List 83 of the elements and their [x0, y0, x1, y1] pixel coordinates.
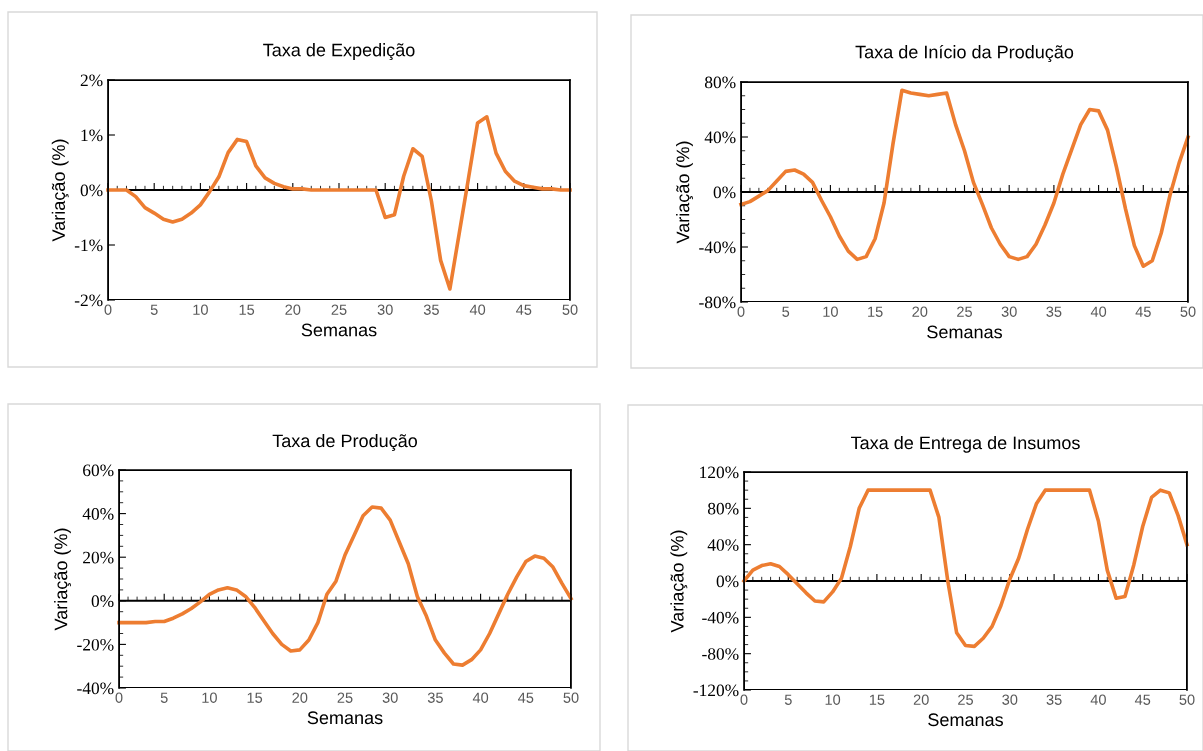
y-tick-label: -80%	[702, 648, 739, 660]
y-tick-label: 40%	[704, 131, 736, 144]
x-tick-label: 45	[1135, 306, 1151, 317]
y-axis-title: Variação (%)	[676, 141, 693, 244]
y-tick-label: 0%	[716, 575, 739, 588]
x-tick-label: 0	[115, 692, 123, 703]
x-tick-label: 25	[957, 306, 972, 317]
line-series	[739, 88, 1190, 269]
x-tick-label: 35	[1046, 694, 1062, 705]
x-tick-label: 40	[1090, 694, 1106, 705]
x-tick-label: 30	[377, 304, 393, 315]
y-axis-title: Variação (%)	[54, 528, 71, 631]
y-axis-title: Variação (%)	[51, 139, 69, 242]
chart-title: Taxa de Entrega de Insumos	[851, 436, 1080, 453]
line-series	[117, 505, 573, 667]
x-tick-label: 45	[516, 304, 532, 315]
y-tick-label: 60%	[83, 464, 114, 477]
y-tick-label: 80%	[707, 502, 739, 515]
x-tick-label: 50	[562, 304, 578, 315]
x-tick-label: 40	[472, 692, 489, 703]
x-tick-label: 45	[1134, 694, 1151, 705]
x-tick-label: 35	[1046, 306, 1062, 317]
x-tick-label: 25	[958, 694, 973, 705]
y-tick-label: -80%	[699, 296, 736, 309]
y-tick-label: -20%	[77, 638, 114, 651]
chart-title: Taxa de Início da Produção	[855, 44, 1074, 63]
x-tick-label: 10	[202, 692, 217, 703]
x-tick-label: 20	[913, 694, 929, 705]
x-axis-title: Semanas	[927, 325, 1002, 339]
y-tick-label: 2%	[80, 74, 103, 87]
y-tick-label: -40%	[77, 682, 114, 695]
x-tick-label: 10	[823, 306, 838, 317]
x-tick-label: 15	[239, 304, 255, 315]
x-tick-label: 5	[784, 694, 792, 705]
chart-title: Taxa de Produção	[272, 434, 418, 451]
y-axis-title: Variação (%)	[670, 530, 688, 633]
y-tick-label: 80%	[704, 76, 736, 89]
x-axis-title: Semanas	[928, 713, 1003, 727]
x-tick-label: 30	[382, 692, 398, 703]
x-axis-title: Semanas	[301, 323, 377, 337]
y-tick-label: 0%	[80, 184, 103, 197]
x-tick-label: 10	[825, 694, 841, 705]
x-tick-label: 35	[427, 692, 443, 703]
y-tick-label: 0%	[91, 595, 114, 608]
x-tick-label: 5	[150, 304, 158, 315]
x-tick-label: 20	[285, 304, 301, 315]
y-tick-label: 20%	[83, 551, 114, 564]
y-tick-label: -1%	[74, 239, 103, 252]
x-tick-label: 25	[337, 692, 353, 703]
y-tick-label: 40%	[707, 539, 739, 551]
x-tick-label: 20	[292, 692, 308, 703]
x-tick-label: 15	[868, 306, 883, 317]
x-tick-label: 0	[740, 694, 748, 705]
y-tick-label: -120%	[693, 684, 739, 697]
x-tick-label: 5	[160, 692, 168, 703]
y-tick-label: -40%	[699, 241, 736, 254]
x-tick-label: 0	[737, 306, 745, 317]
x-axis-title: Semanas	[307, 711, 383, 725]
y-tick-label: 1%	[81, 129, 103, 142]
chart-title: Taxa de Expedição	[263, 43, 415, 61]
x-tick-label: 15	[247, 692, 263, 703]
y-tick-label: -40%	[702, 611, 739, 624]
y-tick-label: 0%	[713, 186, 736, 199]
x-tick-label: 30	[1001, 306, 1017, 317]
x-tick-label: 40	[1090, 306, 1107, 317]
x-tick-label: 30	[1002, 694, 1018, 705]
x-tick-label: 5	[782, 306, 790, 317]
y-tick-label: 40%	[82, 508, 114, 520]
x-tick-label: 20	[912, 306, 928, 317]
y-tick-label: 120%	[700, 466, 739, 479]
x-tick-label: 50	[1180, 306, 1196, 317]
x-tick-label: 15	[869, 694, 885, 705]
y-tick-label: -2%	[74, 294, 103, 307]
x-tick-label: 40	[469, 304, 486, 315]
x-tick-label: 50	[563, 692, 579, 703]
x-tick-label: 45	[518, 692, 534, 703]
line-series	[742, 488, 1189, 649]
x-tick-label: 10	[193, 304, 208, 315]
x-tick-label: 25	[331, 304, 347, 315]
x-tick-label: 0	[104, 304, 112, 315]
line-series	[106, 115, 572, 291]
x-tick-label: 50	[1179, 694, 1195, 705]
x-tick-label: 35	[423, 304, 439, 315]
